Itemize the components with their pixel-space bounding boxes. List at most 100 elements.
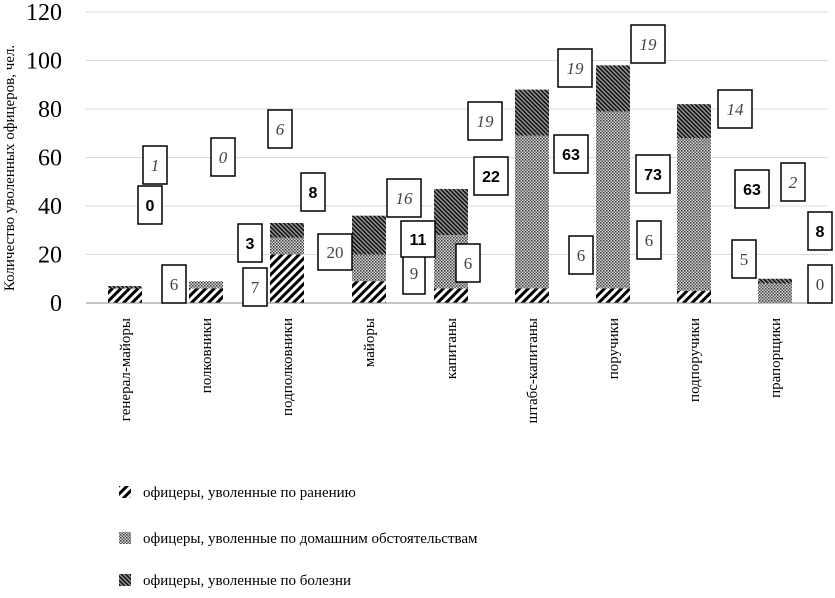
- x-category-label: подпоручики: [687, 318, 703, 402]
- bar-segment-dense: [596, 65, 630, 112]
- data-label-box: [473, 156, 509, 196]
- data-label-text: 73: [644, 167, 662, 184]
- data-label-text: 6: [170, 275, 179, 294]
- bar-segment-dots: [758, 283, 792, 303]
- data-label: 6: [636, 220, 662, 260]
- bar-segment-dots: [596, 111, 630, 289]
- data-label-box: [210, 137, 236, 177]
- x-category-label: капитаны: [444, 318, 460, 379]
- data-label: 2: [780, 162, 806, 202]
- data-label: 63: [734, 169, 770, 209]
- y-axis-label: Количество уволенных офицеров, чел.: [2, 45, 18, 291]
- bar-segment-diag: [189, 288, 223, 303]
- data-label-box: [400, 220, 436, 258]
- bar-segment-diag: [515, 288, 549, 303]
- data-label: 8: [807, 211, 833, 251]
- legend-label: офицеры, уволенные по домашним обстоятел…: [143, 531, 478, 547]
- y-tick-label: 20: [38, 243, 62, 269]
- data-label-box: [467, 101, 503, 141]
- data-label: 7: [242, 267, 268, 307]
- data-label-text: 14: [727, 100, 745, 119]
- data-label: 6: [455, 243, 481, 283]
- legend-label: офицеры, уволенные по ранению: [143, 485, 356, 501]
- data-label: 0: [210, 137, 236, 177]
- data-label-text: 3: [246, 236, 255, 253]
- data-label-text: 6: [464, 254, 473, 273]
- bar-segment-diag: [108, 288, 142, 303]
- x-axis-category-labels: генерал-майоры полковники подполковники май…: [118, 318, 784, 423]
- data-label-box: [553, 134, 589, 174]
- data-label: 9: [402, 251, 426, 295]
- data-label: 14: [717, 89, 753, 129]
- y-tick-label: 60: [38, 146, 62, 172]
- y-tick-label: 120: [26, 0, 62, 26]
- x-category-label: прапорщики: [768, 318, 784, 398]
- data-label-box: [636, 220, 662, 260]
- bar-segment-dots: [352, 254, 386, 282]
- data-label-box: [807, 211, 833, 251]
- data-label-box: [630, 24, 666, 64]
- data-label-text: 6: [276, 120, 285, 139]
- data-label-text: 6: [577, 246, 586, 265]
- data-label: 73: [635, 154, 671, 194]
- legend-item: офицеры, уволенные по ранению: [119, 485, 356, 501]
- data-label: 0: [807, 264, 833, 304]
- y-tick-label: 80: [38, 97, 62, 123]
- data-label-text: 19: [640, 35, 658, 54]
- data-label: 16: [386, 178, 422, 218]
- bar-segment-dense: [434, 189, 468, 236]
- y-tick-label: 0: [50, 291, 62, 317]
- data-label: 6: [161, 264, 187, 304]
- data-label-box: [455, 243, 481, 283]
- x-category-label: штабс-капитаны: [525, 318, 541, 423]
- data-label-box: [717, 89, 753, 129]
- data-label-box: [568, 235, 594, 275]
- x-category-label: полковники: [199, 318, 215, 393]
- data-label-box: [557, 48, 593, 88]
- legend: офицеры, уволенные по ранению офицеры, ув…: [119, 485, 478, 589]
- data-label-text: 0: [146, 198, 155, 215]
- data-label-text: 1: [151, 156, 160, 175]
- bar-segment-diag: [270, 254, 304, 303]
- data-label-text: 20: [327, 243, 344, 262]
- data-label-box: [161, 264, 187, 304]
- data-label-box: [780, 162, 806, 202]
- data-label-box: [267, 109, 293, 149]
- data-label-box: [635, 154, 671, 194]
- y-tick-label: 40: [38, 194, 62, 220]
- bar-segment-diag: [352, 281, 386, 303]
- data-label-box: [386, 178, 422, 218]
- data-label: 63: [553, 134, 589, 174]
- data-label-text: 0: [816, 275, 825, 294]
- data-label: 8: [300, 172, 326, 212]
- data-label-text: 8: [816, 224, 825, 241]
- bar-segment-dense: [108, 286, 142, 289]
- data-label-text: 2: [789, 173, 798, 192]
- data-label-text: 16: [396, 189, 414, 208]
- x-category-label: генерал-майоры: [118, 318, 134, 421]
- data-label-text: 19: [567, 59, 585, 78]
- data-label-text: 22: [482, 169, 500, 186]
- bar-segment-dots: [270, 237, 304, 255]
- data-label-box: [300, 172, 326, 212]
- data-label: 6: [568, 235, 594, 275]
- data-label-text: 19: [477, 112, 495, 131]
- bar-segment-dots: [677, 138, 711, 291]
- bars: [108, 65, 792, 303]
- x-category-label: подполковники: [280, 318, 296, 416]
- bar-segment-dense: [515, 89, 549, 136]
- data-label-box: [142, 145, 168, 185]
- bar-segment-dense: [677, 104, 711, 139]
- legend-item: офицеры, уволенные по болезни: [119, 573, 351, 589]
- x-category-label: поручики: [606, 318, 622, 379]
- data-label: 20: [317, 233, 353, 271]
- data-label: 5: [731, 239, 757, 279]
- data-label-box: [137, 185, 163, 225]
- bar-segment-dots: [515, 135, 549, 289]
- data-label-text: 7: [251, 278, 260, 297]
- data-label-box: [734, 169, 770, 209]
- data-label: 1: [142, 145, 168, 185]
- data-label-text: 63: [743, 182, 761, 199]
